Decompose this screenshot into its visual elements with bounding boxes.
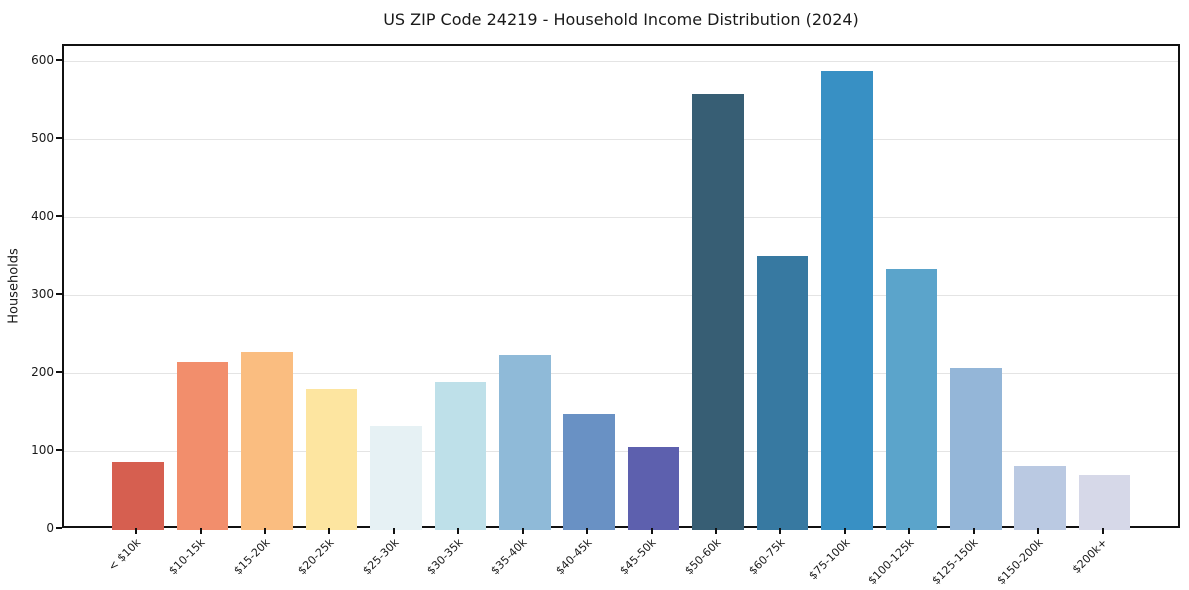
bar-$20-25k	[305, 388, 358, 530]
y-tick-mark-500	[56, 136, 62, 139]
bar-$15-20k	[241, 352, 293, 530]
x-tick-label-$30-35k: $30-35k	[424, 536, 466, 578]
y-tick-label-300: 300	[31, 286, 54, 301]
y-tick-label-500: 500	[31, 130, 54, 145]
bar-$10-15k	[176, 362, 229, 530]
x-tick-label-$10-15k: $10-15k	[166, 536, 208, 578]
bar-$30-35k	[434, 381, 487, 530]
gridline-y-600	[64, 61, 1178, 63]
y-tick-label-100: 100	[31, 442, 54, 457]
x-tick-label-$60-75k: $60-75k	[746, 536, 788, 578]
x-tick-label-$15-20k: $15-20k	[230, 536, 273, 578]
bar-$125-150k	[950, 367, 1002, 530]
x-tick-mark-$30-35k	[457, 528, 460, 534]
x-tick-label-$50-60k: $50-60k	[681, 536, 724, 578]
x-tick-mark-$15-20k	[263, 528, 266, 534]
x-tick-label-< $10k: < $10k	[105, 536, 144, 574]
x-tick-mark-$10-15k	[199, 528, 202, 534]
bar-$40-45k	[563, 413, 615, 530]
bar-< $10k	[112, 462, 164, 530]
x-tick-mark-$200k+	[1101, 528, 1104, 534]
y-tick-mark-300	[56, 292, 62, 295]
x-tick-mark-$50-60k	[715, 528, 718, 534]
x-tick-mark-$60-75k	[779, 528, 782, 534]
gridline-y-300	[64, 295, 1178, 297]
x-tick-mark-$75-100k	[843, 528, 846, 534]
x-tick-mark-$20-25k	[328, 528, 331, 534]
y-tick-mark-600	[56, 58, 62, 61]
x-tick-mark-$35-40k	[521, 528, 524, 534]
bar-$60-75k	[756, 255, 809, 530]
gridline-y-100	[64, 451, 1178, 453]
y-tick-label-400: 400	[31, 208, 54, 223]
bar-$150-200k	[1014, 465, 1066, 530]
x-tick-mark-$150-200k	[1037, 528, 1040, 534]
bar-$200k+	[1078, 474, 1131, 530]
y-tick-mark-200	[56, 370, 62, 373]
bar-$50-60k	[692, 94, 744, 530]
y-tick-mark-400	[56, 214, 62, 217]
plot-area	[62, 44, 1180, 530]
x-tick-label-$150-200k: $150-200k	[994, 536, 1046, 588]
x-tick-mark-$125-150k	[972, 528, 975, 534]
gridline-y-200	[64, 373, 1178, 375]
x-tick-label-$200k+: $200k+	[1069, 536, 1110, 577]
y-tick-label-200: 200	[31, 364, 54, 379]
x-tick-label-$125-150k: $125-150k	[929, 536, 982, 588]
bar-$25-30k	[370, 426, 422, 530]
x-tick-label-$25-30k: $25-30k	[359, 536, 402, 578]
gridline-y-400	[64, 217, 1178, 219]
x-tick-label-$20-25k: $20-25k	[295, 536, 337, 578]
y-tick-mark-0	[56, 527, 62, 529]
y-tick-mark-100	[56, 448, 62, 451]
x-tick-mark-$40-45k	[586, 528, 589, 534]
x-tick-mark-$45-50k	[650, 528, 653, 534]
bar-$45-50k	[627, 447, 680, 530]
x-tick-label-$100-125k: $100-125k	[865, 536, 917, 588]
x-tick-mark-< $10k	[135, 528, 138, 534]
y-tick-label-600: 600	[31, 52, 54, 67]
x-tick-label-$40-45k: $40-45k	[553, 536, 595, 578]
x-tick-label-$45-50k: $45-50k	[617, 536, 659, 578]
x-tick-mark-$25-30k	[392, 528, 395, 534]
chart-title: US ZIP Code 24219 - Household Income Dis…	[383, 10, 859, 29]
x-tick-label-$75-100k: $75-100k	[805, 536, 853, 583]
x-tick-mark-$100-125k	[908, 528, 911, 534]
gridline-y-500	[64, 139, 1178, 141]
y-tick-label-0: 0	[46, 521, 54, 535]
bar-$35-40k	[498, 355, 551, 530]
bar-$75-100k	[821, 70, 873, 530]
bar-$100-125k	[885, 269, 938, 530]
x-tick-label-$35-40k: $35-40k	[488, 536, 530, 578]
